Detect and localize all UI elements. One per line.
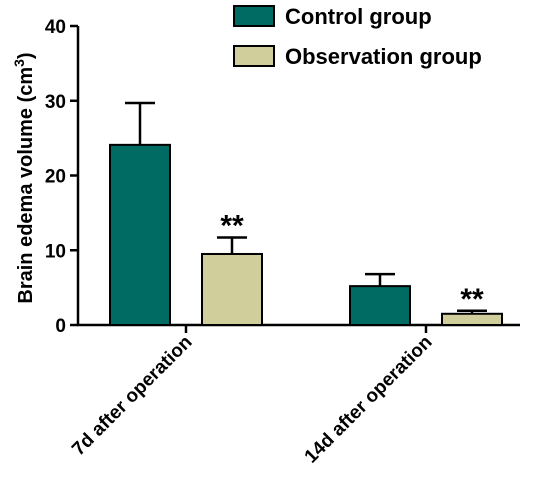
x-tick-label: 7d after operation — [68, 332, 196, 460]
significance-label: ** — [220, 210, 244, 243]
y-axis-title: Brain edema volume (cm3) — [11, 52, 37, 303]
y-axis-title-close: ) — [15, 52, 37, 59]
y-axis-title-text: Brain edema volume (cm — [15, 67, 37, 304]
y-tick-label: 0 — [55, 316, 66, 337]
svg-text:Brain edema volume (cm3): Brain edema volume (cm3) — [11, 52, 37, 303]
y-tick-label: 30 — [45, 92, 66, 113]
bar — [349, 285, 411, 327]
chart-legend: Control group Observation group — [233, 4, 482, 69]
y-tick-label: 40 — [45, 17, 66, 38]
y-axis-title-superscript: 3 — [11, 59, 27, 67]
legend-swatch — [233, 45, 275, 67]
x-tick-label: 14d after operation — [301, 332, 437, 468]
legend-swatch — [233, 5, 275, 27]
bar — [201, 252, 263, 326]
chart-marks: 0 10 20 30 40 7d after operation 14d after ope… — [45, 17, 520, 467]
significance-label: ** — [460, 283, 484, 316]
bar — [109, 143, 171, 326]
y-tick-label: 20 — [45, 167, 66, 188]
legend-label: Control group — [285, 4, 432, 29]
y-tick-label: 10 — [45, 241, 66, 262]
legend-label: Observation group — [285, 44, 482, 69]
